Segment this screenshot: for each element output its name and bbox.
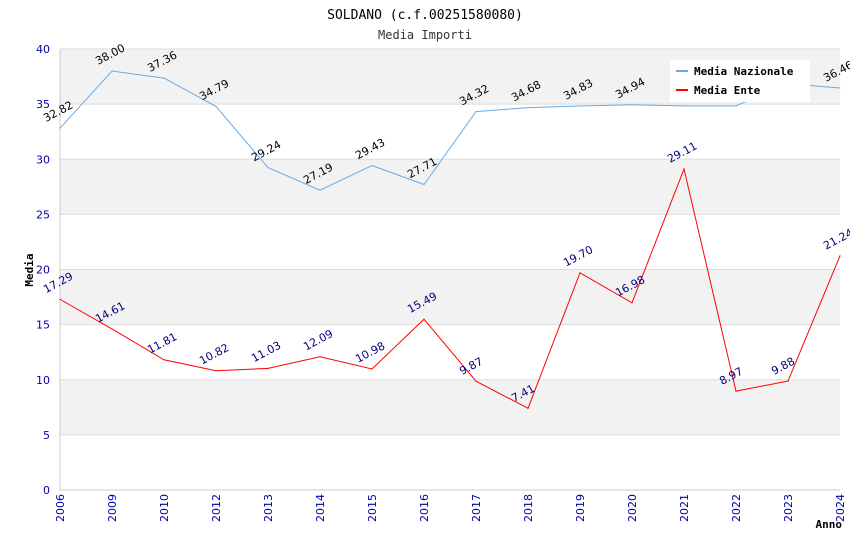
y-tick-label: 0	[43, 484, 50, 497]
data-point	[371, 368, 373, 370]
y-tick-label: 35	[36, 98, 50, 111]
data-point	[839, 87, 841, 89]
data-point	[163, 359, 165, 361]
x-axis-label: Anno	[816, 518, 843, 531]
data-point	[319, 356, 321, 358]
data-label: 9.88	[769, 355, 797, 378]
data-label: 21.24	[821, 226, 850, 252]
legend-box	[670, 60, 810, 102]
axes: 2006 2009 2010 2012 2013 2014 2015 2016 2017 2018…	[54, 49, 847, 522]
data-label: 11.81	[145, 330, 179, 356]
x-tick-label: 2021	[678, 494, 691, 522]
x-tick-label: 2018	[522, 494, 535, 522]
series-line-media-nazionale	[59, 70, 841, 191]
legend: Media Nazionale Media Ente	[670, 60, 810, 102]
grid-band	[60, 379, 840, 435]
data-point	[371, 164, 373, 167]
chart-subtitle: Media Importi	[378, 28, 472, 42]
data-point	[787, 380, 789, 382]
grid-band	[60, 159, 840, 215]
data-point	[111, 328, 113, 330]
data-point	[423, 318, 425, 320]
data-point	[163, 77, 165, 79]
data-label: 10.98	[353, 339, 387, 365]
x-tick-label: 2006	[54, 494, 67, 522]
data-point	[319, 189, 321, 191]
data-point	[527, 107, 529, 109]
data-point	[683, 105, 685, 107]
x-tick-label: 2009	[106, 494, 119, 522]
data-point	[267, 167, 269, 169]
data-point	[423, 183, 425, 186]
x-tick-label: 2019	[574, 494, 587, 522]
data-point	[59, 127, 61, 129]
series-lines	[59, 70, 841, 410]
x-tick-label: 2010	[158, 494, 171, 522]
chart-title: SOLDANO (c.f.00251580080)	[327, 8, 523, 23]
x-tick-label: 2020	[626, 494, 639, 522]
legend-label: Media Nazionale	[694, 65, 794, 78]
x-tick-label: 2015	[366, 494, 379, 522]
data-label: 10.82	[197, 341, 231, 367]
data-label: 11.03	[249, 339, 283, 365]
data-point	[735, 105, 737, 107]
data-point	[527, 407, 529, 409]
y-tick-label: 30	[36, 153, 50, 166]
data-point	[631, 302, 633, 304]
legend-label: Media Ente	[694, 84, 761, 97]
x-tick-label: 2024	[834, 494, 847, 522]
data-point	[267, 367, 269, 369]
x-tick-label: 2012	[210, 494, 223, 522]
y-axis-label: Media	[23, 253, 36, 286]
series-line-media-ente	[59, 167, 841, 410]
data-point	[215, 105, 217, 108]
x-tick-label: 2022	[730, 494, 743, 522]
y-tick-label: 20	[36, 264, 50, 277]
data-label: 9.87	[457, 355, 485, 378]
x-tick-label: 2014	[314, 494, 327, 522]
data-point	[111, 70, 113, 72]
y-tick-label: 40	[36, 43, 50, 56]
data-point	[683, 168, 685, 170]
x-tick-label: 2016	[418, 494, 431, 522]
y-tick-label: 15	[36, 319, 50, 332]
x-tick-label: 2013	[262, 494, 275, 522]
data-point	[579, 272, 581, 274]
y-tick-label: 10	[36, 374, 50, 387]
data-label: 12.09	[301, 327, 335, 353]
grid-band	[60, 269, 840, 325]
x-tick-label: 2017	[470, 494, 483, 522]
data-point	[475, 111, 477, 113]
data-point	[579, 105, 581, 107]
data-point	[475, 380, 477, 382]
data-point	[631, 104, 633, 106]
data-label: 29.43	[353, 136, 387, 162]
data-point	[215, 370, 217, 372]
y-tick-label: 25	[36, 208, 50, 221]
data-point	[839, 255, 841, 257]
data-label: 19.70	[561, 243, 595, 269]
data-point	[59, 298, 61, 300]
y-tick-label: 5	[43, 429, 50, 442]
x-tick-label: 2023	[782, 494, 795, 522]
data-point	[735, 390, 737, 392]
